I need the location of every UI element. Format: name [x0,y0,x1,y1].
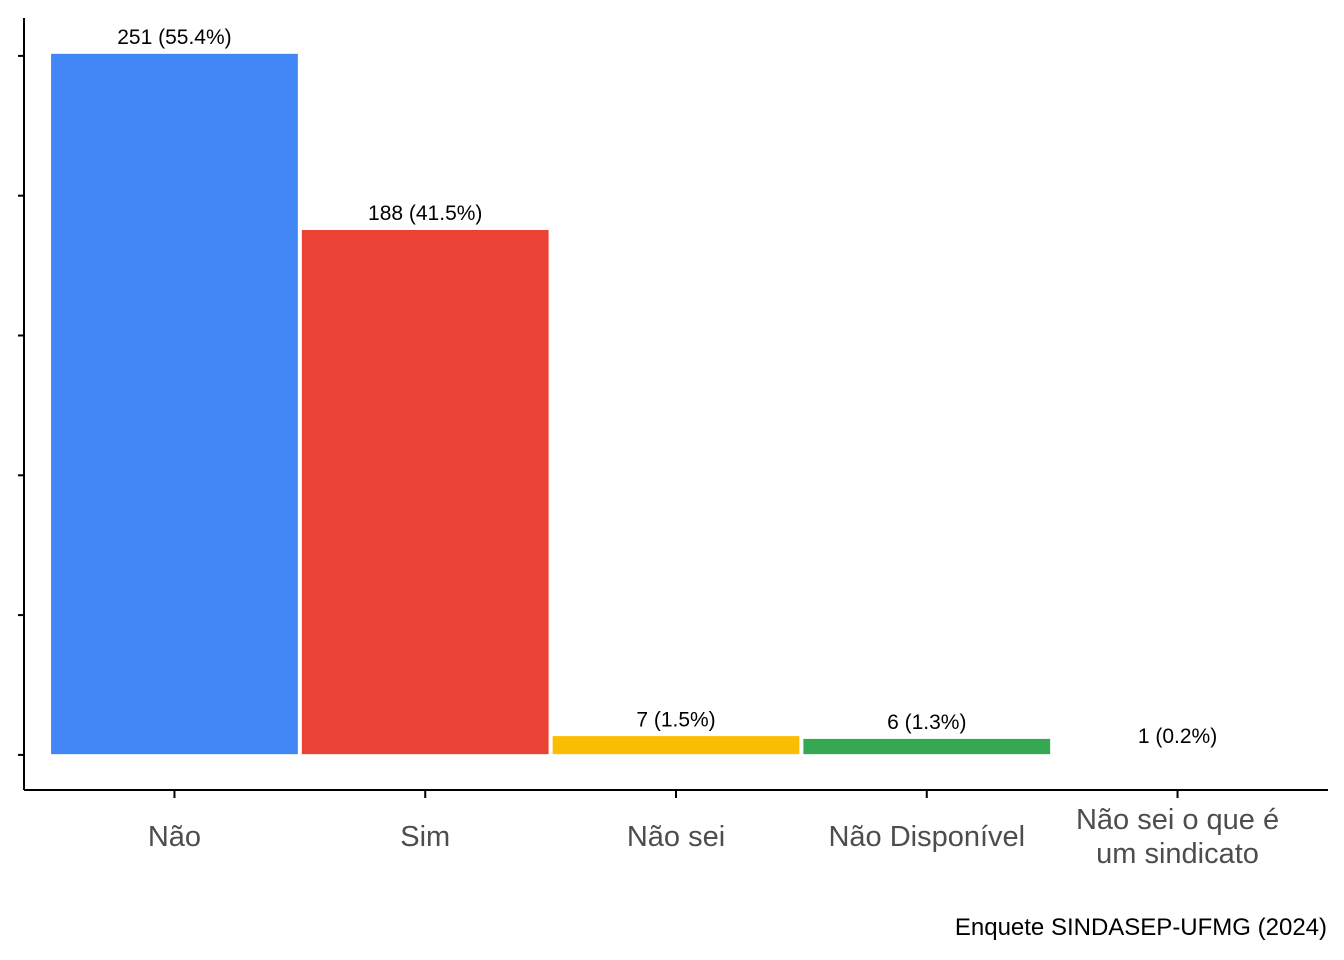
value-label-3: 7 (1.5%) [636,708,715,731]
value-label-2: 188 (41.5%) [368,202,482,225]
category-label-3: Não sei [627,821,725,853]
category-label-1: Não [148,821,201,853]
bars-layer [49,52,1303,756]
category-label-5: Não sei o que é um sindicato [1076,804,1279,870]
value-label-4: 6 (1.3%) [887,711,966,734]
y-axis [18,18,25,790]
bar-5 [1052,751,1303,756]
x-axis: Não Sim Não sei Não Disponível Não sei o que… [24,789,1328,870]
bar-2 [300,228,551,756]
bar-1 [49,52,300,756]
bar-3 [551,734,801,756]
value-label-5: 1 (0.2%) [1138,725,1217,748]
bar-4 [801,737,1052,756]
category-label-4: Não Disponível [828,821,1025,853]
value-label-1: 251 (55.4%) [117,26,231,49]
value-labels-layer: 251 (55.4%) 188 (41.5%) 7 (1.5%) 6 (1.3%) 1 … [117,26,1217,748]
category-label-2: Sim [400,821,450,853]
chart-caption: Enquete SINDASEP-UFMG (2024) [954,914,1327,941]
